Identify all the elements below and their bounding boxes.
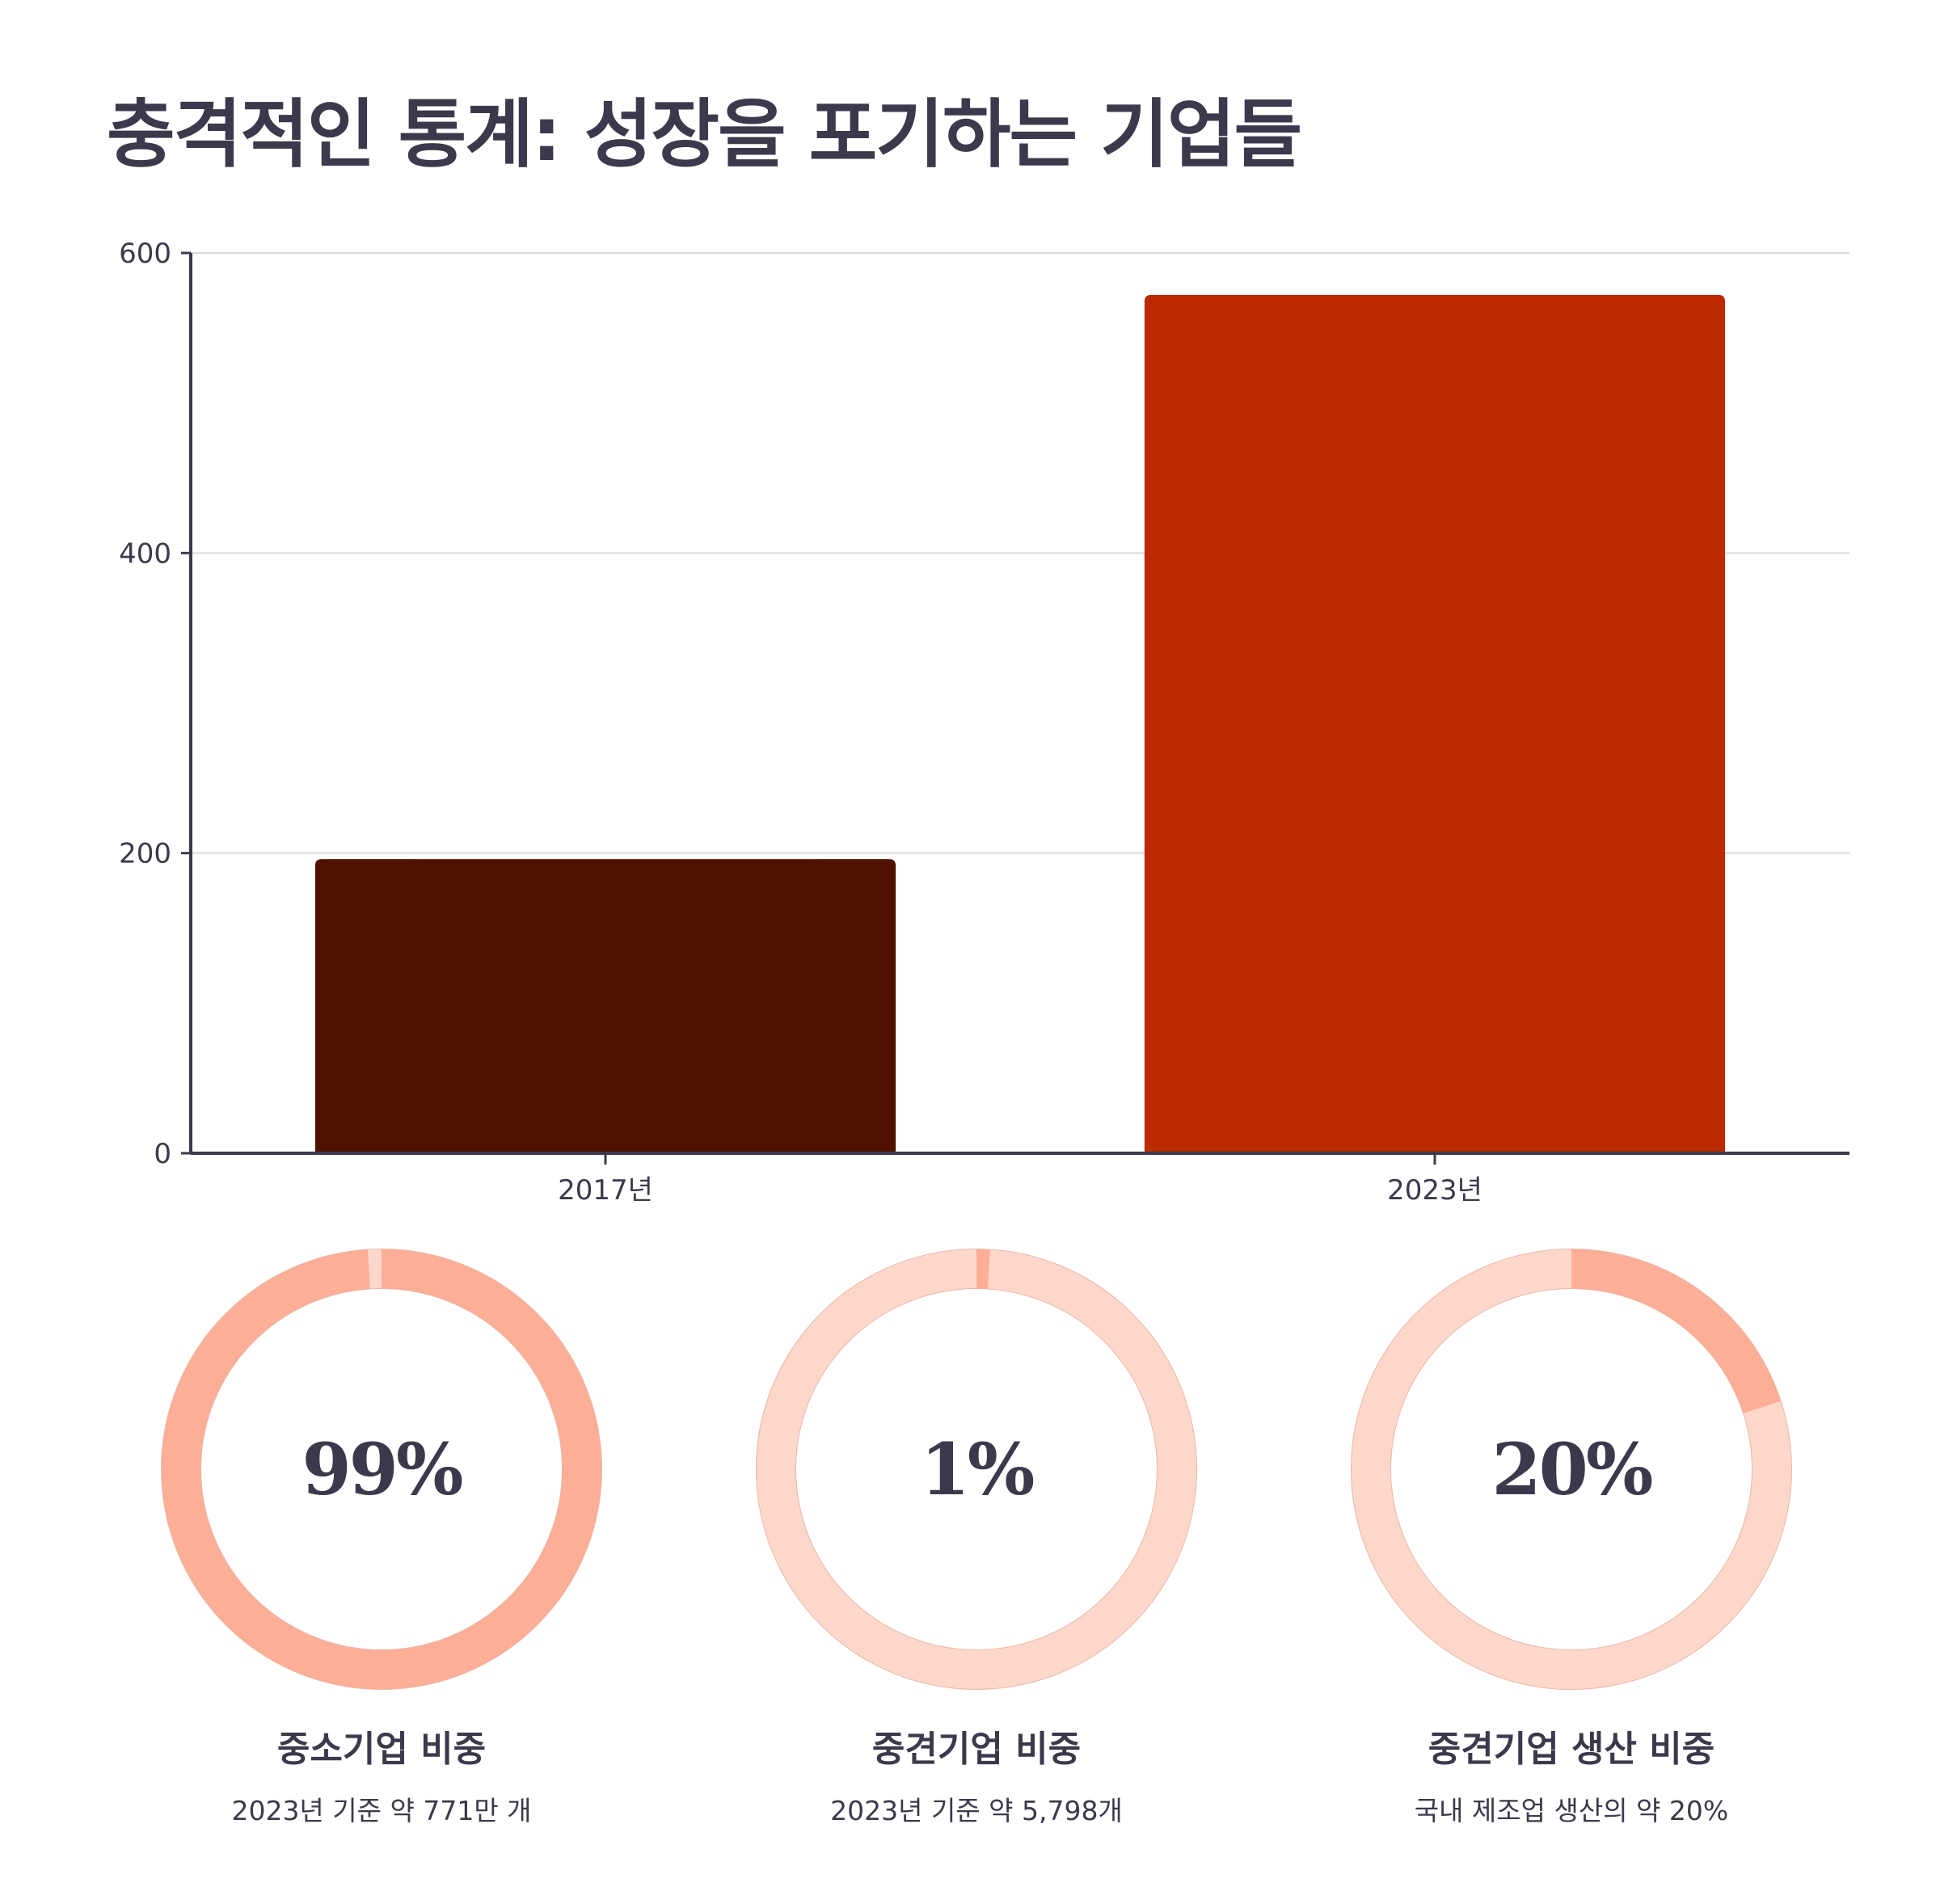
donut-label: 중견기업 비중 <box>871 1729 1082 1770</box>
donut-chart-midsize: 1% <box>750 1243 1203 1695</box>
bar <box>1144 294 1726 1153</box>
bar <box>314 859 896 1153</box>
donut-chart-sme: 99% <box>155 1243 608 1695</box>
donut-segment <box>1571 1249 1781 1414</box>
y-tick-label: 200 <box>119 838 171 870</box>
donut-chart-midsize-production: 20% <box>1345 1243 1798 1695</box>
donut-value: 1% <box>920 1427 1035 1511</box>
y-tick-label: 400 <box>119 537 171 570</box>
donut-sublabel: 국내 제조업 생산의 약 20% <box>1414 1795 1729 1826</box>
donut-segment <box>162 1249 601 1689</box>
donut-label: 중견기업 생산 비중 <box>1428 1729 1715 1770</box>
donut-track <box>1352 1249 1791 1689</box>
donut-sublabel: 2023년 기준 약 771만 개 <box>231 1795 532 1826</box>
donut-value: 99% <box>302 1427 463 1511</box>
donut-label: 중소기업 비중 <box>276 1729 487 1770</box>
page-title: 충격적인 통계: 성장을 포기하는 기업들 <box>107 91 1302 178</box>
x-tick-label: 2023년 <box>1387 1174 1482 1207</box>
donut-value: 20% <box>1491 1427 1653 1511</box>
donut-sublabel: 2023년 기준 약 5,798개 <box>830 1795 1123 1826</box>
donut-track <box>757 1249 1196 1689</box>
x-tick-label: 2017년 <box>558 1174 653 1207</box>
y-tick-label: 600 <box>119 238 171 270</box>
bar-chart: 0 200 400 600 2017년 2023년 <box>119 238 1849 1207</box>
y-tick-label: 0 <box>154 1138 171 1170</box>
